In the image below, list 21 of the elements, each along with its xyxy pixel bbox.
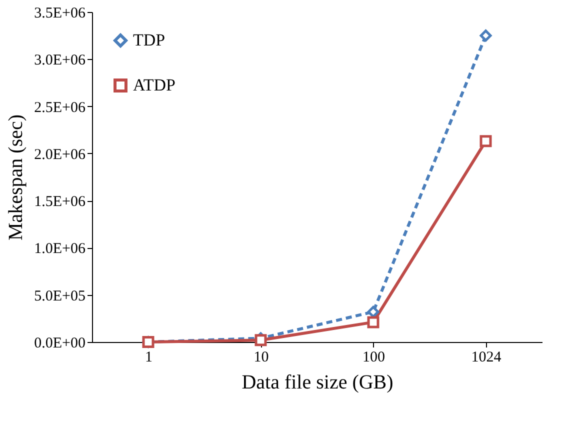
y-tick-label: 2.0E+06 — [34, 146, 86, 163]
point — [480, 135, 492, 148]
y-tick-label: 5.0E+05 — [34, 288, 86, 304]
point — [480, 30, 492, 42]
x-tick-label: 1 — [145, 350, 152, 366]
y-tick-label: 2.5E+06 — [34, 100, 86, 116]
point — [367, 316, 380, 328]
y-tick-label: 0.0E+00 — [34, 336, 86, 352]
x-tick-label: 1024 — [471, 350, 502, 366]
x-tick-label: 10 — [254, 350, 269, 366]
x-axis-title: Data file size (GB) — [242, 372, 394, 394]
y-tick-label: 3.0E+06 — [34, 52, 86, 69]
y-tick-label: 1.0E+06 — [34, 241, 86, 258]
y-axis-title: Makespan (sec) — [5, 114, 28, 241]
point — [367, 306, 380, 318]
x-tick-label: 100 — [362, 350, 385, 366]
legend-label: TDP — [133, 30, 166, 50]
y-tick-label: 1.5E+06 — [34, 194, 86, 210]
y-tick-label: 3.5E+06 — [34, 6, 86, 22]
point — [254, 334, 267, 346]
legend-label: ATDP — [133, 76, 176, 94]
